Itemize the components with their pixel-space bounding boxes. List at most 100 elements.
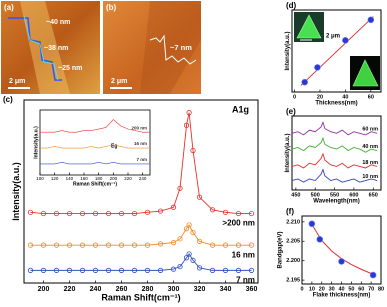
data-point	[170, 240, 177, 246]
data-point	[131, 267, 138, 273]
series-line	[300, 16, 374, 86]
series-label: 60 nm	[362, 127, 378, 133]
y-axis-title: Bandgap(eV)	[278, 231, 284, 268]
series-line	[291, 120, 378, 136]
series-label: >200 nm	[222, 219, 255, 228]
x-tick-label: 50	[348, 286, 354, 292]
peak-label: A1g	[232, 104, 249, 114]
x-tick-label: 220	[64, 286, 76, 293]
series-line	[30, 224, 252, 246]
x-tick-label: 20	[319, 286, 325, 292]
series-label: 200 nm	[131, 125, 147, 130]
series-line	[311, 224, 374, 275]
data-point	[144, 267, 151, 273]
data-point	[105, 267, 112, 273]
x-tick-label: 280	[142, 286, 154, 293]
data-point	[157, 241, 164, 247]
x-tick-label: 650	[369, 192, 378, 198]
panel-label: (b)	[106, 3, 117, 12]
data-point	[190, 229, 196, 236]
data-point	[190, 257, 196, 263]
y-tick-label: 2.210	[286, 219, 300, 225]
x-tick-label: 240	[90, 286, 102, 293]
data-point	[222, 242, 229, 248]
y-tick-label: 2.195	[286, 278, 300, 284]
flake	[296, 14, 322, 39]
series-line	[40, 162, 150, 165]
data-point	[40, 242, 47, 248]
data-point	[369, 271, 377, 279]
data-point	[183, 122, 190, 128]
data-point	[40, 267, 47, 273]
scale-label: 2 μm	[9, 78, 25, 85]
height-label: ~7 nm	[170, 43, 192, 52]
profile-trace	[23, 15, 59, 81]
data-point	[177, 185, 183, 191]
x-tick-label: 100	[36, 176, 44, 181]
data-point	[105, 210, 112, 217]
x-axis-title: Thickness(nm)	[315, 100, 357, 106]
flake	[140, 1, 201, 94]
x-tick-label: 0	[293, 94, 296, 100]
data-point	[92, 242, 99, 248]
series-label: 10 nm	[362, 174, 378, 180]
series-label: 16 nm	[232, 250, 255, 259]
data-point	[144, 242, 151, 248]
data-point	[186, 222, 192, 228]
data-point	[248, 267, 255, 273]
data-point	[186, 251, 192, 257]
data-point	[196, 194, 203, 200]
plot-frame	[291, 9, 382, 93]
data-point	[144, 209, 151, 215]
data-point	[53, 210, 60, 217]
series-line	[40, 144, 150, 149]
x-tick-label: 140	[66, 176, 74, 181]
data-point	[186, 110, 192, 116]
y-tick-label: 2.200	[286, 258, 300, 264]
chart: 450 500 550 600 650 Wavelength(nm) Intensity(a…	[285, 107, 382, 204]
x-tick-label: 40	[342, 94, 348, 100]
series-label: 40 nm	[362, 144, 378, 150]
panel-label: (e)	[286, 107, 296, 116]
data-point	[53, 242, 60, 248]
data-point	[170, 204, 177, 210]
data-point	[118, 267, 125, 273]
x-tick-label: 20	[317, 94, 323, 100]
y-axis-title: Intensity(a.u.)	[285, 31, 291, 70]
data-point	[196, 238, 203, 244]
flake	[352, 59, 379, 87]
x-tick-label: 70	[368, 286, 374, 292]
data-point	[209, 207, 216, 213]
data-point	[190, 147, 196, 154]
data-point	[92, 267, 99, 273]
data-point	[338, 258, 345, 265]
x-tick-label: 0	[300, 286, 303, 292]
x-tick-label: 60	[358, 286, 364, 292]
x-tick-label: 500	[311, 192, 320, 198]
x-axis-title: Wavelength(nm)	[313, 198, 359, 204]
height-label: ~40 nm	[46, 19, 70, 26]
afm-image-a: (a) ~40 nm ~38 nm ~25 nm 2 μm	[1, 1, 100, 94]
data-point	[196, 265, 203, 271]
x-axis-title: Flake thickness(nm)	[313, 292, 371, 298]
y-axis-title: Intensity(a.u.)	[285, 133, 291, 172]
data-point	[27, 267, 34, 273]
x-tick-label: 80	[378, 286, 384, 292]
plot-frame	[23, 99, 259, 284]
data-point	[308, 220, 316, 228]
x-tick-label: 360	[246, 286, 258, 293]
series-line	[40, 119, 150, 133]
data-point	[40, 210, 47, 217]
plot-frame	[291, 115, 382, 191]
data-point	[131, 242, 138, 248]
afm-background	[103, 1, 201, 94]
peak-label: Eg	[111, 143, 117, 149]
series-line	[291, 136, 378, 153]
series-line	[30, 112, 252, 215]
data-point	[118, 242, 125, 248]
data-point	[118, 210, 125, 217]
x-tick-label: 120	[51, 176, 59, 181]
scale-label: 2 μm	[326, 34, 340, 40]
data-point	[66, 267, 73, 273]
